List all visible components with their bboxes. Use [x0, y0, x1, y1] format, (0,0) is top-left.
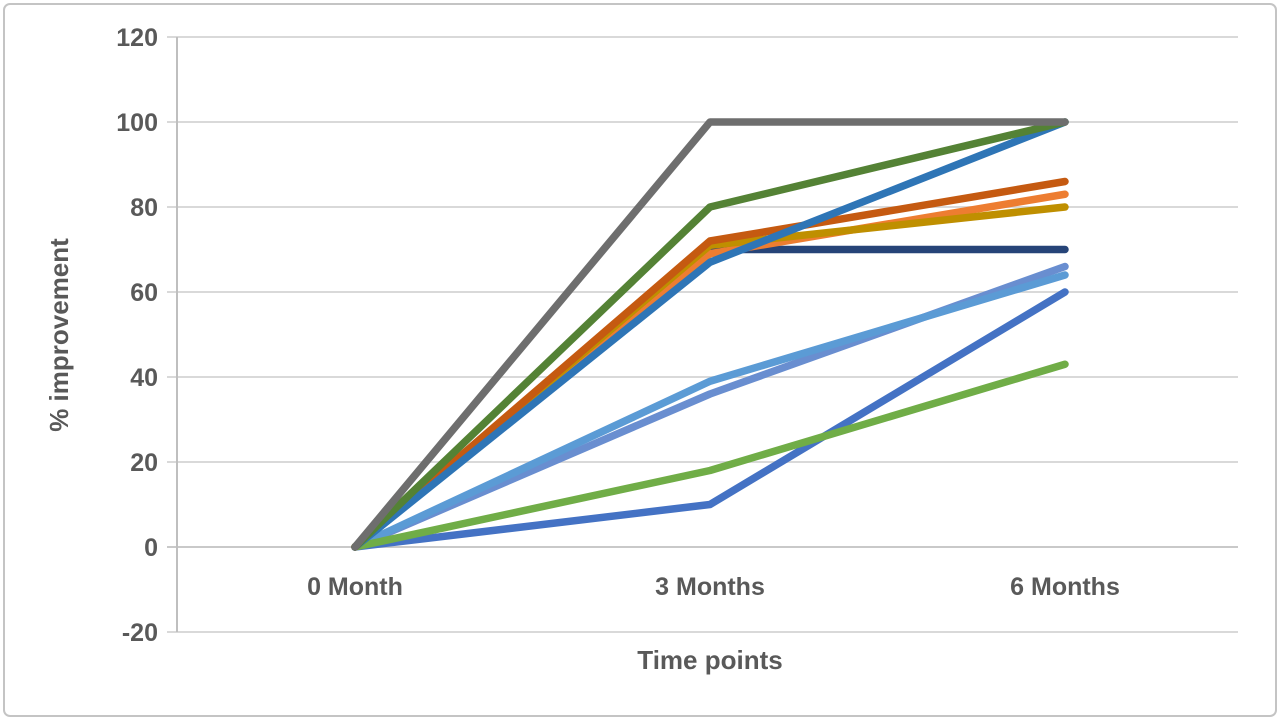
y-axis-tick-label: 80: [130, 194, 158, 222]
y-axis-tick-labels: 120 100 80 60 40 20 0 -20: [116, 24, 158, 647]
y-axis-tick-label: 0: [144, 534, 158, 562]
series-line-rust: [351, 177, 1069, 551]
y-axis-tick-label: 40: [130, 364, 158, 392]
y-axis-tick-label: 20: [130, 449, 158, 477]
x-axis-category-label: 6 Months: [1010, 573, 1120, 601]
series-line-dark-green: [351, 118, 1069, 551]
x-axis-category-label: 3 Months: [655, 573, 765, 601]
y-axis-title: % improvement: [44, 238, 74, 432]
y-axis-tick-label: -20: [122, 619, 158, 647]
y-axis-tick-label: 120: [116, 24, 158, 52]
x-axis-category-labels: 0 Month 3 Months 6 Months: [307, 573, 1120, 601]
series-line-royal-blue: [351, 288, 1069, 551]
series-lines: [351, 118, 1069, 551]
series-line-gray: [351, 118, 1069, 551]
outer-border: [3, 3, 1277, 717]
y-axis-tick-label: 100: [116, 109, 158, 137]
gridlines: [167, 36, 1238, 633]
x-axis-title: Time points: [637, 645, 782, 675]
y-axis-tick-label: 60: [130, 279, 158, 307]
x-axis-category-label: 0 Month: [307, 573, 403, 601]
series-line-green: [351, 360, 1069, 551]
series-line-sky-blue: [351, 271, 1069, 551]
series-line-steel-blue: [351, 118, 1069, 551]
